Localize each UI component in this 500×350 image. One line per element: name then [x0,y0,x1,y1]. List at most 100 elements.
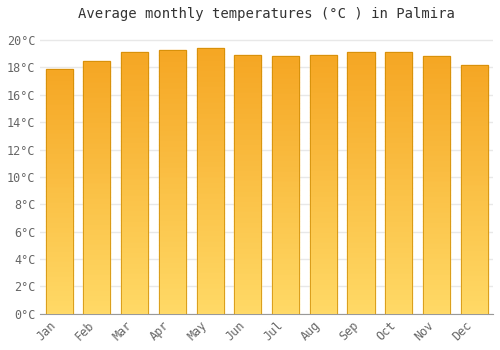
Bar [159,272,186,277]
Bar [423,262,450,267]
Bar [310,97,337,102]
Bar [423,113,450,118]
Bar [159,282,186,287]
Bar [385,277,412,282]
Bar [423,247,450,252]
Bar [234,257,262,262]
Bar [460,159,488,164]
Bar [460,70,488,75]
Bar [310,247,337,252]
Bar [272,139,299,144]
Bar [121,52,148,314]
Bar [310,55,337,314]
Bar [196,213,224,218]
Bar [385,178,412,183]
Bar [272,231,299,237]
Bar [310,117,337,122]
Bar [348,120,374,126]
Bar [46,182,73,187]
Bar [348,303,374,309]
Bar [348,152,374,157]
Bar [460,149,488,154]
Bar [310,293,337,298]
Bar [385,225,412,230]
Bar [310,102,337,107]
Bar [460,299,488,304]
Bar [460,179,488,184]
Bar [46,108,73,113]
Bar [46,216,73,221]
Bar [46,152,73,157]
Bar [423,190,450,195]
Bar [423,170,450,175]
Bar [84,208,110,212]
Bar [46,250,73,255]
Bar [460,264,488,269]
Bar [234,262,262,267]
Bar [460,214,488,219]
Bar [196,293,224,298]
Bar [385,162,412,167]
Bar [121,94,148,99]
Bar [46,226,73,231]
Bar [196,54,224,59]
Bar [121,309,148,314]
Bar [234,112,262,117]
Bar [310,148,337,153]
Bar [423,273,450,278]
Bar [348,162,374,167]
Bar [121,251,148,256]
Bar [310,65,337,71]
Bar [196,202,224,208]
Bar [159,92,186,97]
Bar [385,167,412,173]
Bar [348,141,374,147]
Bar [234,117,262,122]
Bar [84,243,110,248]
Bar [46,231,73,236]
Bar [234,298,262,303]
Bar [385,78,412,84]
Bar [385,261,412,267]
Bar [310,205,337,210]
Bar [385,309,412,314]
Bar [385,152,412,157]
Bar [385,303,412,309]
Bar [460,94,488,99]
Bar [460,114,488,119]
Bar [121,126,148,131]
Bar [272,273,299,278]
Bar [84,162,110,167]
Bar [159,198,186,203]
Bar [310,127,337,133]
Bar [348,298,374,303]
Bar [272,144,299,149]
Bar [121,230,148,236]
Bar [159,303,186,309]
Bar [272,103,299,108]
Bar [310,267,337,273]
Bar [234,148,262,153]
Bar [423,164,450,170]
Bar [310,76,337,81]
Bar [196,266,224,271]
Bar [196,85,224,91]
Bar [159,187,186,192]
Bar [159,86,186,92]
Bar [121,178,148,183]
Title: Average monthly temperatures (°C ) in Palmira: Average monthly temperatures (°C ) in Pa… [78,7,455,21]
Bar [46,196,73,201]
Bar [121,131,148,136]
Bar [460,269,488,274]
Bar [159,229,186,234]
Bar [460,274,488,279]
Bar [423,67,450,72]
Bar [348,52,374,57]
Bar [46,201,73,206]
Bar [234,293,262,298]
Bar [121,115,148,120]
Bar [159,208,186,214]
Bar [423,252,450,257]
Bar [234,55,262,314]
Bar [196,96,224,101]
